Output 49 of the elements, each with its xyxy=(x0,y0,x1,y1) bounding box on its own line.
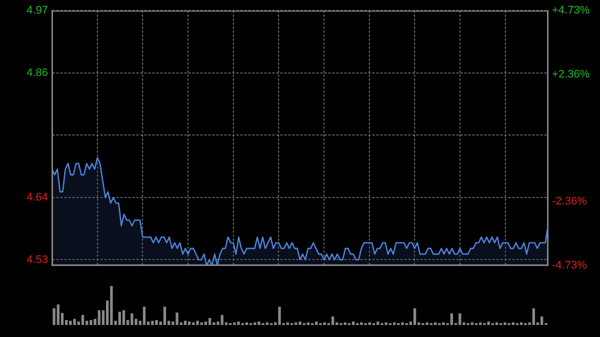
bar xyxy=(155,320,158,325)
bar xyxy=(237,322,240,325)
bar xyxy=(413,308,416,325)
bar xyxy=(504,322,506,325)
bar xyxy=(278,306,281,325)
bar xyxy=(352,322,355,325)
bar xyxy=(81,314,84,325)
y2-tick-label: +2.36% xyxy=(552,68,590,80)
y2-tick-label: -4.73% xyxy=(552,259,588,272)
bar xyxy=(220,314,224,325)
bar xyxy=(163,306,166,325)
bar xyxy=(442,322,445,325)
bar xyxy=(426,322,428,325)
y-tick-label: 4.64 xyxy=(26,191,48,204)
y2-tick-label: -2.36% xyxy=(552,196,588,208)
bar xyxy=(487,322,490,325)
bar xyxy=(73,318,76,325)
bar xyxy=(188,322,191,325)
bar xyxy=(151,320,154,325)
bar xyxy=(142,306,146,325)
y-tick-label: 4.86 xyxy=(26,66,48,79)
bar xyxy=(360,322,363,325)
bar xyxy=(258,322,260,325)
bar xyxy=(118,312,121,325)
y-tick-label: 4.97 xyxy=(26,4,48,17)
bar xyxy=(98,310,100,325)
bar xyxy=(450,313,453,325)
bar xyxy=(315,322,318,325)
bar xyxy=(204,322,208,325)
y-tick-label: 4.53 xyxy=(26,254,48,266)
bar xyxy=(458,313,462,325)
bar xyxy=(110,286,113,325)
bar xyxy=(130,313,134,325)
bar xyxy=(176,312,178,325)
bar xyxy=(122,310,126,325)
bar xyxy=(196,320,199,325)
bar xyxy=(376,322,380,325)
bar xyxy=(69,320,72,325)
bar xyxy=(56,304,60,325)
y2-tick-label: +4.73% xyxy=(552,4,590,17)
bar xyxy=(532,308,535,325)
bar xyxy=(192,322,195,325)
bar xyxy=(52,308,56,325)
bar xyxy=(540,316,544,325)
bar xyxy=(90,320,92,325)
bar xyxy=(331,316,334,325)
bar xyxy=(401,322,404,325)
bar xyxy=(298,322,302,325)
bar xyxy=(208,318,212,325)
